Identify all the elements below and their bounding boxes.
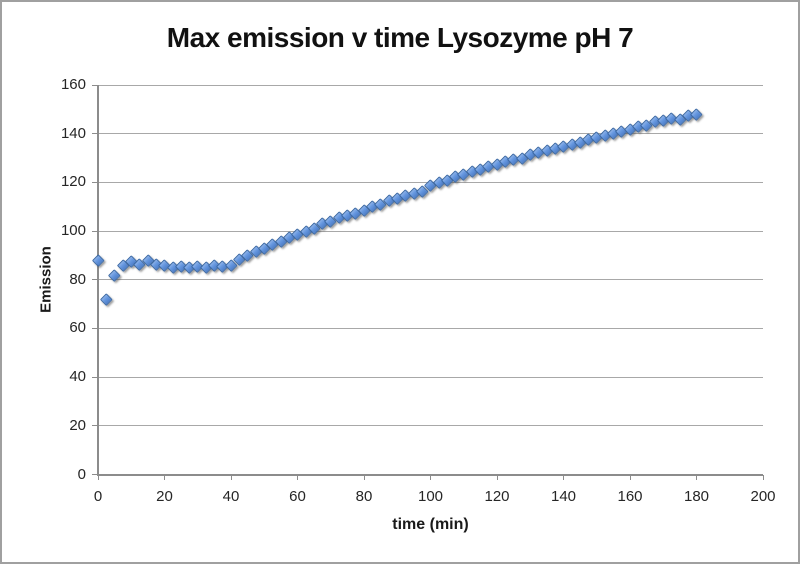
x-tick [696,474,697,480]
data-point-marker [91,254,105,267]
x-tick-label: 140 [550,487,577,505]
y-tick-label: 140 [60,124,86,142]
x-tick [297,474,298,480]
x-tick [563,474,564,480]
x-tick-label: 180 [683,487,710,505]
x-tick [164,474,165,480]
y-tick [92,327,97,329]
y-tick-label: 60 [69,319,86,337]
data-point-marker [100,293,113,306]
gridline [98,84,763,86]
y-axis-line [97,85,99,475]
x-tick-label: 0 [93,487,103,505]
y-tick [92,425,97,427]
y-tick [92,84,97,86]
y-tick [92,376,97,378]
y-tick [92,230,97,232]
x-tick-label: 40 [222,487,240,505]
y-tick-label: 40 [69,368,86,386]
x-tick [430,474,431,480]
data-point-marker [690,108,703,121]
y-tick-label: 100 [60,222,86,240]
x-tick [363,474,365,480]
y-tick-label: 20 [69,416,86,434]
gridline [98,230,763,232]
chart-title: Max emission v time Lysozyme pH 7 [166,22,634,53]
y-axis-title: Emission [37,245,55,313]
y-tick-label: 120 [60,173,86,191]
y-tick [92,181,97,183]
y-tick [92,474,97,475]
x-tick-label: 160 [617,487,643,505]
y-tick-label: 80 [69,270,86,288]
gridline [98,376,763,378]
gridline [98,133,763,135]
gridline [98,425,763,427]
gridline [98,327,763,329]
x-tick [762,474,764,480]
x-tick [97,474,99,480]
y-tick-label: 160 [60,76,86,93]
x-tick-label: 20 [156,487,173,505]
y-tick [92,279,97,281]
x-tick [629,474,631,480]
x-tick-label: 120 [484,487,510,505]
x-tick-label: 200 [750,487,776,505]
y-tick [92,133,97,135]
x-tick [230,474,232,480]
x-axis-title: time (min) [392,516,469,533]
x-tick-label: 100 [417,487,444,505]
x-tick [496,474,498,480]
x-tick-label: 60 [289,487,306,505]
x-tick-label: 80 [355,487,373,505]
y-tick-label: 0 [77,465,86,483]
gridline [98,279,763,281]
